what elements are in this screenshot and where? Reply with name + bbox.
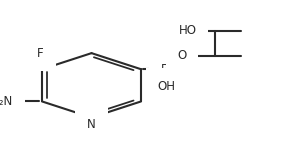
Text: F: F <box>37 47 44 60</box>
Text: O: O <box>177 49 186 62</box>
Text: H₂N: H₂N <box>0 95 13 108</box>
Text: HO: HO <box>179 24 197 37</box>
Text: OH: OH <box>158 80 176 93</box>
Text: B: B <box>161 63 169 76</box>
Text: N: N <box>87 118 96 131</box>
